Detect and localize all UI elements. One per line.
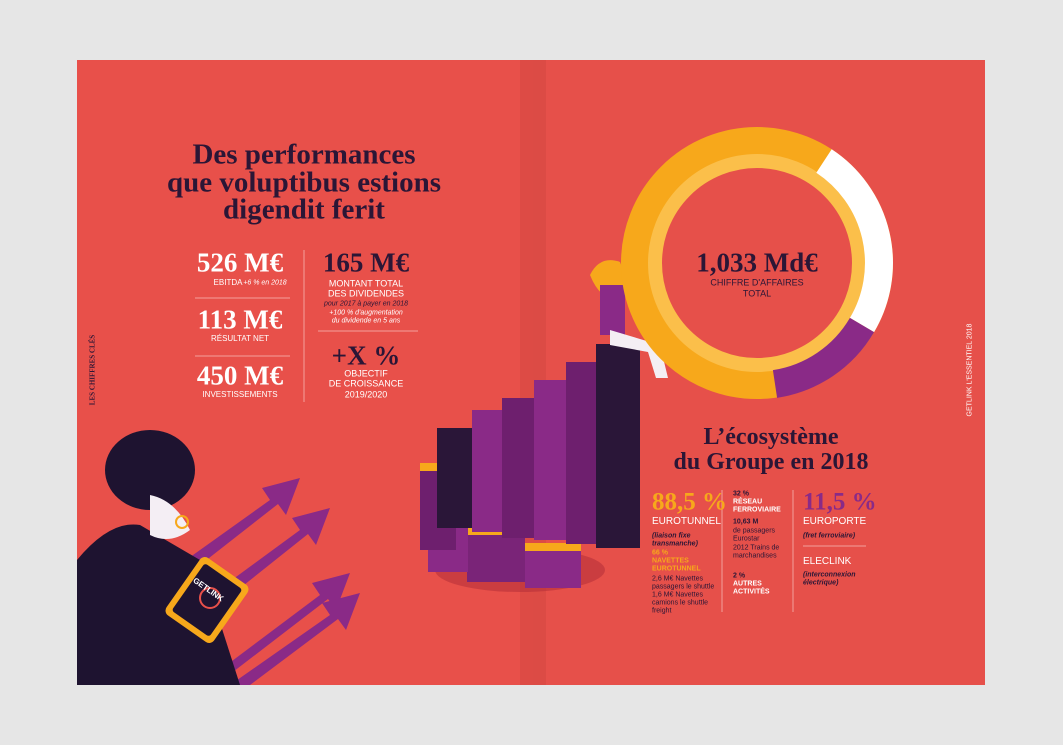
text: digendit ferit bbox=[223, 193, 385, 226]
text: pour 2017 à payer en 2018 bbox=[323, 300, 409, 308]
text: EUROTUNNEL bbox=[652, 516, 721, 527]
text: 526 M€ bbox=[196, 247, 284, 278]
text: (liaison fixe bbox=[652, 532, 691, 540]
text: AUTRES bbox=[733, 580, 762, 588]
text: 450 M€ bbox=[196, 360, 284, 391]
text: ACTIVITÉS bbox=[733, 588, 770, 596]
text: RÉSULTAT NET bbox=[210, 334, 270, 343]
text: RÉSEAU bbox=[733, 498, 763, 506]
text: 165 M€ bbox=[322, 247, 410, 278]
text: MONTANT TOTAL bbox=[328, 278, 404, 289]
text: EBITDA bbox=[213, 278, 243, 287]
text: transmanche) bbox=[652, 540, 698, 548]
text: 113 M€ bbox=[197, 304, 283, 335]
text: électrique) bbox=[803, 579, 839, 587]
text: EUROPORTE bbox=[803, 516, 867, 527]
text: INVESTISSEMENTS bbox=[202, 390, 278, 399]
text: freight bbox=[652, 607, 672, 615]
text: 1,033 Md€ bbox=[696, 247, 818, 278]
text: 32 % bbox=[733, 490, 749, 498]
text: 2,6 M€ Navettes bbox=[652, 575, 703, 583]
text: EUROTUNNEL bbox=[652, 565, 701, 573]
text: de passagers bbox=[733, 527, 776, 535]
text: Des performances bbox=[192, 138, 416, 171]
text: 2 % bbox=[733, 572, 746, 580]
text: (fret ferroviaire) bbox=[803, 532, 856, 540]
text: 88,5 % bbox=[652, 488, 727, 516]
donut bbox=[621, 127, 893, 399]
text: marchandises bbox=[733, 552, 777, 560]
text: 11,5 % bbox=[803, 488, 877, 516]
text: +100 % d'augmentation bbox=[329, 309, 403, 317]
text: 66 % bbox=[652, 549, 668, 557]
text: +X % bbox=[331, 340, 401, 371]
text: OBJECTIF bbox=[344, 368, 388, 379]
text: camions le shuttle bbox=[652, 599, 709, 607]
text: 1,6 M€ Navettes bbox=[652, 591, 703, 599]
woman bbox=[590, 260, 668, 378]
text: LES CHIFFRES CLÉS bbox=[88, 334, 97, 406]
text: 2012 Trains de bbox=[733, 544, 780, 552]
text: (interconnexion bbox=[803, 571, 856, 579]
text: du dividende en 5 ans bbox=[331, 317, 401, 325]
text: passagers le shuttle bbox=[652, 583, 715, 591]
stairs bbox=[420, 344, 640, 588]
man bbox=[77, 430, 249, 685]
text: du Groupe en 2018 bbox=[673, 449, 869, 475]
text: DES DIVIDENDES bbox=[327, 288, 405, 299]
text: L’écosystème bbox=[703, 424, 839, 450]
text: 10,63 M bbox=[733, 518, 759, 526]
text: FERROVIAIRE bbox=[733, 506, 781, 514]
text: que voluptibus estions bbox=[167, 166, 441, 199]
text: CHIFFRE D'AFFAIRES bbox=[710, 277, 804, 288]
text: GETLINK L'ESSENTIEL 2018 bbox=[966, 323, 974, 417]
text: +6 % en 2018 bbox=[243, 279, 287, 287]
text: TOTAL bbox=[742, 288, 772, 299]
text: NAVETTES bbox=[652, 557, 689, 565]
text: ELECLINK bbox=[803, 556, 852, 567]
text: 2019/2020 bbox=[344, 389, 388, 400]
text: DE CROISSANCE bbox=[328, 378, 404, 389]
text: Eurostar bbox=[733, 535, 760, 543]
